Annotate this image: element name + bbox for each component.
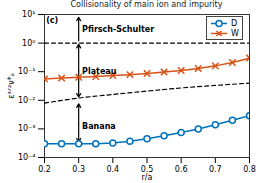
html-text:Collisionality of main ion and: Collisionality of main ion and impurity (70, 0, 223, 9)
html-text:W: W (231, 28, 239, 38)
svg-text:Pfirsch-Schulter: Pfirsch-Schulter (82, 25, 154, 34)
svg-text:0.8: 0.8 (243, 165, 256, 174)
svg-text:Plateau: Plateau (82, 67, 117, 76)
svg-text:10⁻³: 10⁻³ (18, 124, 36, 133)
svg-text:0.3: 0.3 (72, 165, 85, 174)
svg-text:0.5: 0.5 (140, 165, 154, 175)
svg-text:Banana: Banana (82, 122, 116, 131)
svg-text:10¹: 10¹ (22, 10, 35, 19)
svg-text:0.7: 0.7 (209, 165, 222, 174)
html-text:D: D (231, 18, 238, 28)
svg-text:(c): (c) (46, 16, 58, 25)
svg-text:0.4: 0.4 (106, 165, 119, 174)
svg-text:0.2: 0.2 (38, 165, 51, 174)
svg-text:r/a: r/a (142, 173, 153, 182)
svg-text:10⁻⁴: 10⁻⁴ (18, 153, 36, 162)
svg-text:10⁻¹: 10⁻¹ (18, 67, 36, 76)
svg-text:ε³ᐟ²ν*ₐ: ε³ᐟ²ν*ₐ (7, 73, 16, 99)
svg-text:10⁰: 10⁰ (22, 39, 35, 48)
svg-text:10⁻²: 10⁻² (18, 96, 36, 105)
svg-text:0.6: 0.6 (175, 165, 188, 174)
